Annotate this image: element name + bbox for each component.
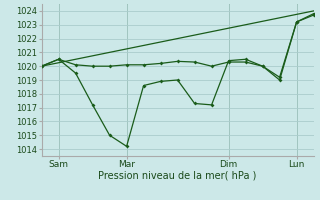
X-axis label: Pression niveau de la mer( hPa ): Pression niveau de la mer( hPa ): [99, 171, 257, 181]
